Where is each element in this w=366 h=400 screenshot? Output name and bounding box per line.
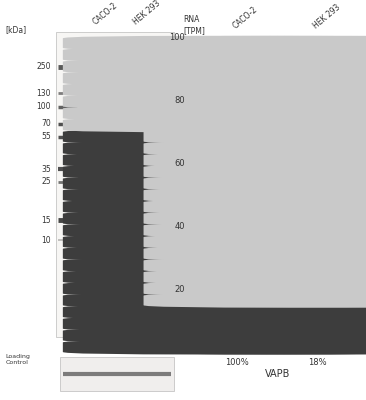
Text: 130: 130 [37, 89, 51, 98]
Text: 70: 70 [41, 119, 51, 128]
FancyBboxPatch shape [143, 59, 366, 74]
FancyBboxPatch shape [143, 293, 366, 308]
FancyBboxPatch shape [63, 129, 366, 144]
FancyBboxPatch shape [143, 106, 366, 121]
FancyBboxPatch shape [143, 129, 366, 144]
FancyBboxPatch shape [63, 235, 366, 249]
FancyBboxPatch shape [143, 246, 366, 261]
FancyBboxPatch shape [63, 223, 366, 238]
FancyBboxPatch shape [143, 282, 366, 296]
FancyBboxPatch shape [63, 48, 366, 62]
FancyBboxPatch shape [63, 211, 366, 226]
FancyBboxPatch shape [143, 188, 366, 202]
FancyBboxPatch shape [63, 316, 366, 331]
FancyBboxPatch shape [63, 153, 366, 167]
FancyBboxPatch shape [143, 164, 366, 179]
FancyBboxPatch shape [63, 94, 366, 109]
FancyBboxPatch shape [63, 59, 366, 74]
FancyBboxPatch shape [143, 200, 366, 214]
FancyBboxPatch shape [63, 188, 366, 202]
Text: 35: 35 [41, 164, 51, 174]
Text: HEK 293: HEK 293 [312, 3, 342, 31]
FancyBboxPatch shape [143, 153, 366, 167]
FancyBboxPatch shape [143, 141, 366, 156]
Text: Low: Low [135, 333, 150, 342]
Text: 100: 100 [37, 102, 51, 111]
FancyBboxPatch shape [63, 36, 366, 50]
FancyBboxPatch shape [143, 118, 366, 132]
Text: 100%: 100% [225, 358, 249, 367]
FancyBboxPatch shape [63, 106, 366, 121]
FancyBboxPatch shape [56, 32, 174, 337]
FancyBboxPatch shape [143, 316, 366, 331]
FancyBboxPatch shape [63, 118, 366, 132]
FancyBboxPatch shape [60, 357, 174, 391]
FancyBboxPatch shape [143, 211, 366, 226]
FancyBboxPatch shape [143, 340, 366, 354]
Text: [kDa]: [kDa] [5, 25, 27, 34]
FancyBboxPatch shape [143, 235, 366, 249]
FancyBboxPatch shape [63, 141, 366, 156]
FancyBboxPatch shape [143, 71, 366, 86]
FancyBboxPatch shape [63, 293, 366, 308]
FancyBboxPatch shape [143, 94, 366, 109]
Text: CACO-2: CACO-2 [91, 1, 119, 27]
FancyBboxPatch shape [143, 270, 366, 284]
FancyBboxPatch shape [63, 282, 366, 296]
FancyBboxPatch shape [143, 223, 366, 238]
FancyBboxPatch shape [143, 82, 366, 97]
FancyBboxPatch shape [143, 305, 366, 320]
Text: 10: 10 [41, 236, 51, 244]
Text: 20: 20 [174, 285, 185, 294]
Text: High: High [88, 333, 106, 342]
Text: 80: 80 [174, 96, 185, 105]
FancyBboxPatch shape [63, 246, 366, 261]
FancyBboxPatch shape [63, 328, 366, 343]
Text: HEK 293: HEK 293 [131, 0, 162, 27]
Text: 100: 100 [169, 33, 185, 42]
FancyBboxPatch shape [63, 176, 366, 191]
Text: 40: 40 [174, 222, 185, 231]
FancyBboxPatch shape [143, 176, 366, 191]
Text: 18%: 18% [308, 358, 327, 367]
FancyBboxPatch shape [143, 36, 366, 50]
FancyBboxPatch shape [143, 48, 366, 62]
Text: 250: 250 [37, 62, 51, 71]
Text: RNA
[TPM]: RNA [TPM] [183, 15, 205, 35]
FancyBboxPatch shape [63, 258, 366, 273]
Text: 60: 60 [174, 159, 185, 168]
Text: Loading
Control: Loading Control [5, 354, 30, 366]
FancyBboxPatch shape [63, 71, 366, 86]
FancyBboxPatch shape [63, 164, 366, 179]
FancyBboxPatch shape [143, 328, 366, 343]
Text: VAPB: VAPB [265, 369, 290, 379]
FancyBboxPatch shape [63, 82, 366, 97]
Text: 15: 15 [41, 216, 51, 225]
FancyBboxPatch shape [63, 270, 366, 284]
Text: 55: 55 [41, 132, 51, 141]
Text: CACO-2: CACO-2 [231, 5, 259, 31]
FancyBboxPatch shape [63, 200, 366, 214]
FancyBboxPatch shape [143, 258, 366, 273]
FancyBboxPatch shape [63, 305, 366, 320]
Text: 25: 25 [41, 178, 51, 186]
FancyBboxPatch shape [63, 340, 366, 354]
